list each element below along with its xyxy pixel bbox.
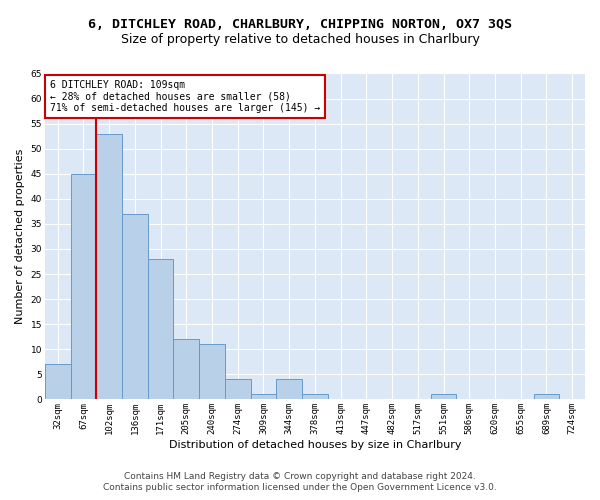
Bar [148, 259, 173, 400]
X-axis label: Distribution of detached houses by size in Charlbury: Distribution of detached houses by size … [169, 440, 461, 450]
Bar [251, 394, 277, 400]
Bar [277, 380, 302, 400]
Bar [122, 214, 148, 400]
Bar [302, 394, 328, 400]
Bar [96, 134, 122, 400]
Y-axis label: Number of detached properties: Number of detached properties [15, 149, 25, 324]
Text: Contains public sector information licensed under the Open Government Licence v3: Contains public sector information licen… [103, 484, 497, 492]
Bar [173, 339, 199, 400]
Text: 6, DITCHLEY ROAD, CHARLBURY, CHIPPING NORTON, OX7 3QS: 6, DITCHLEY ROAD, CHARLBURY, CHIPPING NO… [88, 18, 512, 30]
Text: Size of property relative to detached houses in Charlbury: Size of property relative to detached ho… [121, 32, 479, 46]
Bar [431, 394, 457, 400]
Bar [533, 394, 559, 400]
Text: Contains HM Land Registry data © Crown copyright and database right 2024.: Contains HM Land Registry data © Crown c… [124, 472, 476, 481]
Bar [45, 364, 71, 400]
Text: 6 DITCHLEY ROAD: 109sqm
← 28% of detached houses are smaller (58)
71% of semi-de: 6 DITCHLEY ROAD: 109sqm ← 28% of detache… [50, 80, 320, 113]
Bar [225, 380, 251, 400]
Bar [199, 344, 225, 400]
Bar [71, 174, 96, 400]
